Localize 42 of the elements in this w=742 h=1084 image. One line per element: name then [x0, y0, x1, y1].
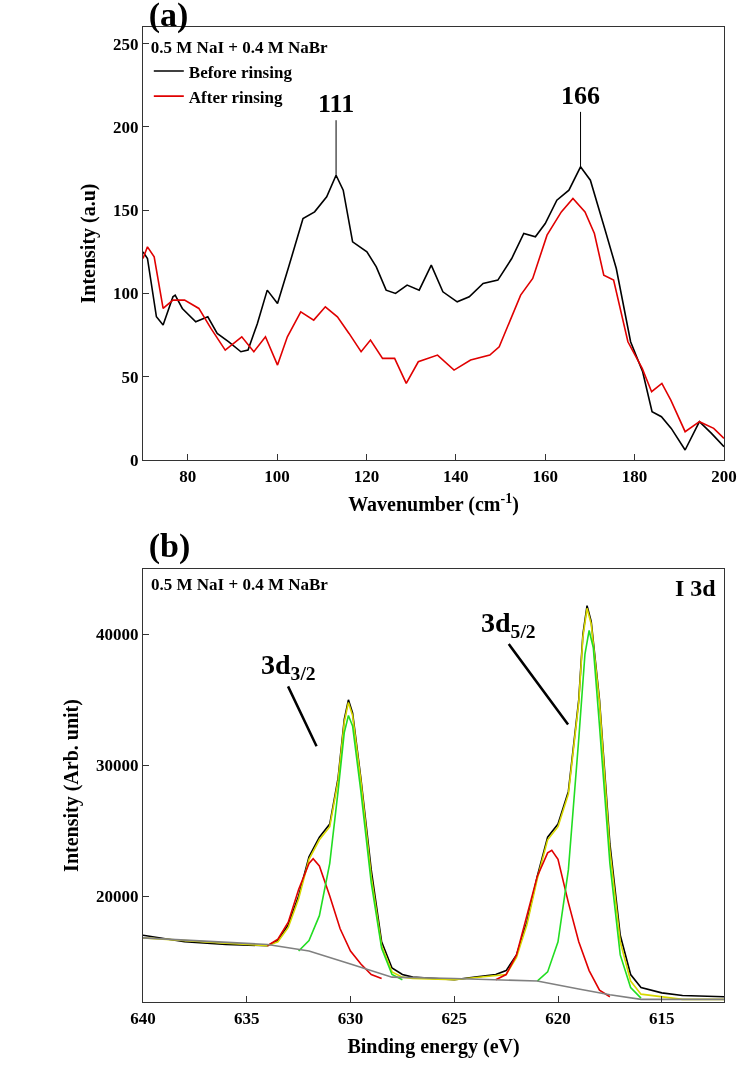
- x-tick-label: 630: [337, 1008, 364, 1028]
- y-axis-title: Intensity (Arb. unit): [59, 699, 83, 872]
- x-tick-label: 620: [545, 1008, 571, 1028]
- x-tick-label: 180: [621, 466, 648, 486]
- x-tick-label: 100: [264, 466, 290, 486]
- x-tick-label: 120: [353, 466, 380, 486]
- annotation: 111: [318, 89, 355, 118]
- line-series: [297, 714, 404, 981]
- y-tick-label: 100: [113, 284, 139, 304]
- y-tick-label: 0: [130, 450, 139, 470]
- x-tick-label: 635: [234, 1008, 260, 1028]
- x-tick-label: 140: [443, 466, 469, 486]
- annotation: 3d$_{5/2}$: [481, 607, 536, 642]
- y-tick-label: 20000: [96, 886, 139, 906]
- chart-title: (b): [148, 526, 191, 565]
- legend-label: Before rinsing: [188, 62, 293, 82]
- y-tick-label: 30000: [96, 756, 139, 776]
- line-series: [494, 849, 611, 998]
- legend-title: 0.5 M NaI + 0.4 M NaBr: [150, 38, 329, 58]
- annotation: 0.5 M NaI + 0.4 M NaBr: [151, 575, 329, 594]
- y-tick-label: 50: [121, 367, 139, 387]
- y-tick-label: 200: [113, 117, 139, 137]
- x-tick-label: 640: [130, 1008, 156, 1028]
- y-axis-title: Intensity (a.u): [76, 183, 100, 304]
- x-tick-label: 80: [179, 466, 197, 486]
- x-tick-label: 160: [532, 466, 558, 486]
- y-tick-label: 150: [113, 201, 139, 221]
- annotation: I 3d: [675, 575, 717, 601]
- y-tick-label: 40000: [96, 625, 139, 645]
- annotation: 166: [561, 81, 600, 110]
- chart-title: (a): [148, 0, 189, 35]
- x-axis-title: Wavenumber (cm$^{-1}$): [348, 490, 519, 516]
- line-series: [266, 857, 383, 980]
- x-tick-label: 200: [711, 466, 737, 486]
- x-tick-label: 625: [441, 1008, 467, 1028]
- annotation: 3d$_{3/2}$: [261, 649, 316, 684]
- line-series: [536, 629, 642, 999]
- y-tick-label: 250: [113, 34, 139, 54]
- line-series: [143, 937, 724, 1001]
- x-axis-title: Binding energy (eV): [347, 1035, 520, 1058]
- x-tick-label: 615: [649, 1008, 675, 1028]
- legend-label: After rinsing: [188, 87, 283, 107]
